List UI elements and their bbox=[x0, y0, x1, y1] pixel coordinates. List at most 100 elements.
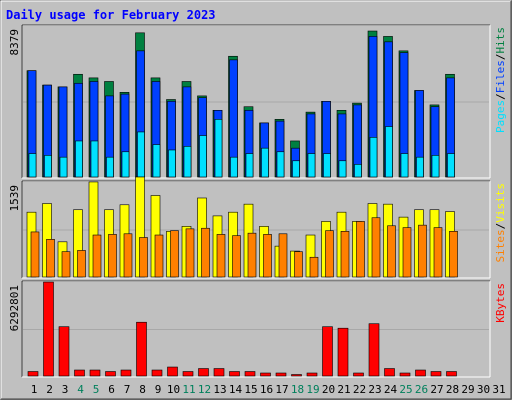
bar-pages-day-2 bbox=[44, 155, 52, 178]
chart-panels: 8379 Pages/Files/Hits 1539Sites/Visits6292… bbox=[8, 24, 507, 378]
bar-pages-day-25 bbox=[400, 153, 409, 178]
y-max-label: 8379 bbox=[8, 29, 21, 56]
panel-kbytes: 6292801 KBytes bbox=[8, 280, 507, 378]
x-tick-label-day-24: 24 bbox=[384, 383, 398, 396]
legend-separator: / bbox=[494, 93, 507, 100]
bar-sites-day-8 bbox=[139, 237, 148, 278]
bar-sites-day-17 bbox=[278, 233, 288, 278]
bar-kbytes-day-23 bbox=[368, 323, 380, 377]
legend-entry-kbytes: KBytes bbox=[494, 283, 507, 323]
bar-kbytes-day-6 bbox=[105, 371, 116, 377]
x-tick-label-day-7: 7 bbox=[124, 383, 131, 396]
x-tick-label-day-9: 9 bbox=[155, 383, 162, 396]
bar-pages-day-20 bbox=[323, 153, 331, 178]
bar-sites-day-26 bbox=[418, 224, 427, 278]
bar-kbytes-day-9 bbox=[151, 369, 163, 377]
bar-sites-day-23 bbox=[371, 217, 381, 278]
bar-pages-day-24 bbox=[385, 126, 393, 178]
x-tick-label-day-15: 15 bbox=[244, 383, 257, 396]
bar-sites-day-6 bbox=[108, 234, 117, 278]
bar-kbytes-day-25 bbox=[399, 372, 411, 377]
bar-sites-day-25 bbox=[402, 227, 412, 278]
bar-sites-day-20 bbox=[325, 230, 334, 278]
x-tick-label-day-23: 23 bbox=[368, 383, 381, 396]
panel-legend: KBytes bbox=[494, 283, 507, 323]
bar-sites-day-12 bbox=[201, 227, 210, 278]
bar-kbytes-day-10 bbox=[167, 366, 178, 377]
bar-pages-day-8 bbox=[137, 131, 145, 178]
bar-sites-day-16 bbox=[263, 234, 272, 278]
bar-sites-day-9 bbox=[154, 234, 164, 278]
bar-sites-day-4 bbox=[77, 250, 86, 278]
legend-entry-hits: Hits bbox=[494, 27, 507, 54]
bar-kbytes-day-14 bbox=[229, 371, 240, 377]
legend-entry-sites: Sites bbox=[494, 229, 507, 262]
bar-pages-day-26 bbox=[416, 156, 424, 178]
bar-sites-day-27 bbox=[433, 227, 443, 278]
bar-kbytes-day-20 bbox=[322, 326, 333, 377]
bar-kbytes-day-15 bbox=[244, 371, 256, 377]
bar-kbytes-day-16 bbox=[260, 372, 271, 377]
bar-sites-day-24 bbox=[387, 225, 396, 278]
bar-sites-day-18 bbox=[294, 251, 303, 278]
bar-kbytes-day-22 bbox=[353, 372, 364, 377]
bar-sites-day-1 bbox=[30, 231, 40, 278]
bar-pages-day-28 bbox=[447, 153, 455, 178]
x-tick-label-day-13: 13 bbox=[213, 383, 226, 396]
x-tick-label-day-29: 29 bbox=[461, 383, 474, 396]
bar-pages-day-27 bbox=[431, 155, 440, 178]
x-tick-label-day-1: 1 bbox=[31, 383, 38, 396]
bar-sites-day-19 bbox=[309, 256, 319, 278]
x-tick-label-day-19: 19 bbox=[306, 383, 319, 396]
legend-entry-files: Files bbox=[494, 60, 507, 93]
bar-sites-day-2 bbox=[46, 239, 55, 278]
legend-entry-visits: Visits bbox=[494, 183, 507, 223]
panel-visits-sites: 1539 Sites/Visits bbox=[8, 176, 507, 279]
bar-sites-day-3 bbox=[61, 251, 71, 278]
x-tick-label-day-14: 14 bbox=[229, 383, 243, 396]
bar-kbytes-day-24 bbox=[384, 368, 395, 377]
x-tick-label-day-17: 17 bbox=[275, 383, 288, 396]
bar-pages-day-19 bbox=[307, 153, 316, 178]
bar-kbytes-day-8 bbox=[136, 321, 147, 377]
legend-separator: / bbox=[494, 223, 507, 230]
bar-sites-day-10 bbox=[170, 230, 179, 278]
x-tick-label-day-6: 6 bbox=[108, 383, 115, 396]
bar-sites-day-11 bbox=[185, 228, 195, 278]
bar-pages-day-12 bbox=[199, 135, 207, 178]
x-tick-label-day-11: 11 bbox=[182, 383, 195, 396]
bar-pages-day-17 bbox=[276, 151, 285, 178]
x-axis-labels: 1 2 3 4 5 6 7 8 9 10 11 12 13 14 15 16 17 18 19 20 21 22 23 24 2… bbox=[31, 383, 506, 396]
bar-pages-day-11 bbox=[183, 146, 192, 178]
bar-pages-day-18 bbox=[292, 160, 300, 178]
bar-kbytes-day-26 bbox=[415, 369, 426, 377]
legend-separator: / bbox=[494, 54, 507, 61]
panel-legend: Pages/Files/Hits bbox=[494, 27, 507, 133]
bar-kbytes-day-1 bbox=[27, 371, 39, 377]
bar-kbytes-day-7 bbox=[120, 369, 132, 377]
bar-pages-day-4 bbox=[75, 140, 83, 178]
bar-pages-day-5 bbox=[90, 140, 99, 178]
x-tick-label-day-27: 27 bbox=[430, 383, 443, 396]
x-tick-label-day-26: 26 bbox=[415, 383, 428, 396]
bar-pages-day-16 bbox=[261, 147, 269, 178]
bar-kbytes-day-17 bbox=[275, 372, 287, 377]
bar-pages-day-15 bbox=[245, 153, 254, 178]
bar-kbytes-day-2 bbox=[43, 281, 54, 377]
bar-sites-day-28 bbox=[449, 231, 458, 278]
bar-sites-day-22 bbox=[356, 221, 365, 278]
bar-kbytes-day-13 bbox=[213, 368, 225, 377]
x-tick-label-day-25: 25 bbox=[399, 383, 412, 396]
bar-kbytes-day-27 bbox=[430, 371, 442, 377]
x-tick-label-day-8: 8 bbox=[139, 383, 146, 396]
bar-kbytes-day-18 bbox=[291, 374, 302, 377]
bar-pages-day-23 bbox=[369, 137, 378, 178]
bar-sites-day-13 bbox=[216, 234, 226, 278]
x-tick-label-day-28: 28 bbox=[446, 383, 459, 396]
bar-kbytes-day-11 bbox=[182, 371, 194, 377]
bar-kbytes-day-28 bbox=[446, 371, 457, 377]
bar-pages-day-1 bbox=[28, 153, 37, 178]
bar-sites-day-15 bbox=[247, 232, 257, 278]
chart-title: Daily usage for February 2023 bbox=[6, 8, 216, 22]
